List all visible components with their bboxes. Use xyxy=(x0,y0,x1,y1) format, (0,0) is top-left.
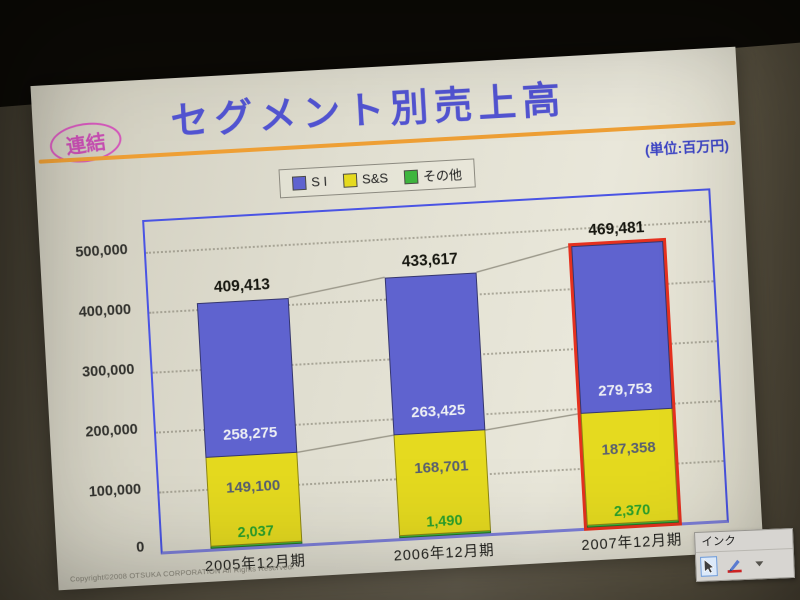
segment-ss: 168,701 1,490 xyxy=(393,430,492,537)
y-tick: 500,000 xyxy=(74,241,129,261)
other-value: 2,370 xyxy=(613,502,651,521)
segment-ss: 149,100 2,037 xyxy=(205,452,303,547)
si-value: 263,425 xyxy=(410,401,466,422)
total-label: 409,413 xyxy=(213,275,271,296)
y-tick: 400,000 xyxy=(78,301,132,321)
segment-ss: 187,358 2,370 xyxy=(580,408,679,526)
chevron-down-icon[interactable] xyxy=(755,561,764,567)
legend-item-si: S I xyxy=(291,173,328,191)
legend-item-ss: S&S xyxy=(342,170,389,188)
ss-value: 187,358 xyxy=(601,438,657,459)
bar-2007-highlighted: 469,481 279,753 187,358 2,370 xyxy=(567,193,683,531)
total-label: 469,481 xyxy=(587,218,645,239)
bar-stack: 279,753 187,358 2,370 xyxy=(567,237,683,531)
cursor-arrow-icon xyxy=(703,558,715,573)
other-value: 1,490 xyxy=(425,512,463,531)
bar-2006: 433,617 263,425 168,701 1,490 xyxy=(381,204,492,539)
y-axis: 500,000 400,000 300,000 200,000 100,000 … xyxy=(38,221,152,556)
segment-si: 258,275 xyxy=(196,297,298,458)
legend-item-other: その他 xyxy=(403,164,462,186)
ink-toolbar: インク xyxy=(693,527,796,583)
y-tick: 200,000 xyxy=(85,421,139,441)
y-tick: 300,000 xyxy=(81,361,135,381)
legend-label-si: S I xyxy=(310,173,328,190)
unit-label: (単位:百万円) xyxy=(644,137,730,158)
y-tick: 0 xyxy=(135,539,145,556)
total-label: 433,617 xyxy=(401,250,459,271)
presentation-slide: 連結 セグメント別売上高 (単位:百万円) S I S&S その他 500,00… xyxy=(30,46,764,591)
pen-icon xyxy=(727,559,742,573)
bar-stack: 263,425 168,701 1,490 xyxy=(384,272,492,539)
series-connector-lines xyxy=(288,245,581,454)
bar-2005: 409,413 258,275 149,100 2,037 xyxy=(192,214,303,549)
cursor-tool-button[interactable] xyxy=(700,555,718,577)
plot-area: 409,413 258,275 149,100 2,037 433,617 xyxy=(142,188,729,555)
chart-legend: S I S&S その他 xyxy=(278,158,476,199)
x-label-2006: 2006年12月期 xyxy=(393,542,496,565)
legend-swatch-si-icon xyxy=(291,175,307,191)
segment-si: 279,753 xyxy=(571,240,673,414)
legend-swatch-ss-icon xyxy=(342,172,358,188)
other-value: 2,037 xyxy=(237,523,275,542)
legend-label-other: その他 xyxy=(422,167,463,185)
pen-tool-button[interactable] xyxy=(723,554,748,576)
ss-value: 168,701 xyxy=(413,457,469,478)
copyright-text: Copyright©2008 OTSUKA CORPORATION All Ri… xyxy=(69,562,295,584)
legend-swatch-other-icon xyxy=(403,169,419,184)
si-value: 279,753 xyxy=(597,379,653,400)
legend-label-ss: S&S xyxy=(361,170,389,187)
segment-si: 263,425 xyxy=(384,272,486,436)
x-label-2007: 2007年12月期 xyxy=(581,532,683,555)
ink-toolbar-buttons xyxy=(696,549,794,581)
bar-stack: 258,275 149,100 2,037 xyxy=(196,297,303,549)
si-value: 258,275 xyxy=(222,423,278,444)
ss-value: 149,100 xyxy=(225,476,281,497)
y-tick: 100,000 xyxy=(88,481,142,501)
